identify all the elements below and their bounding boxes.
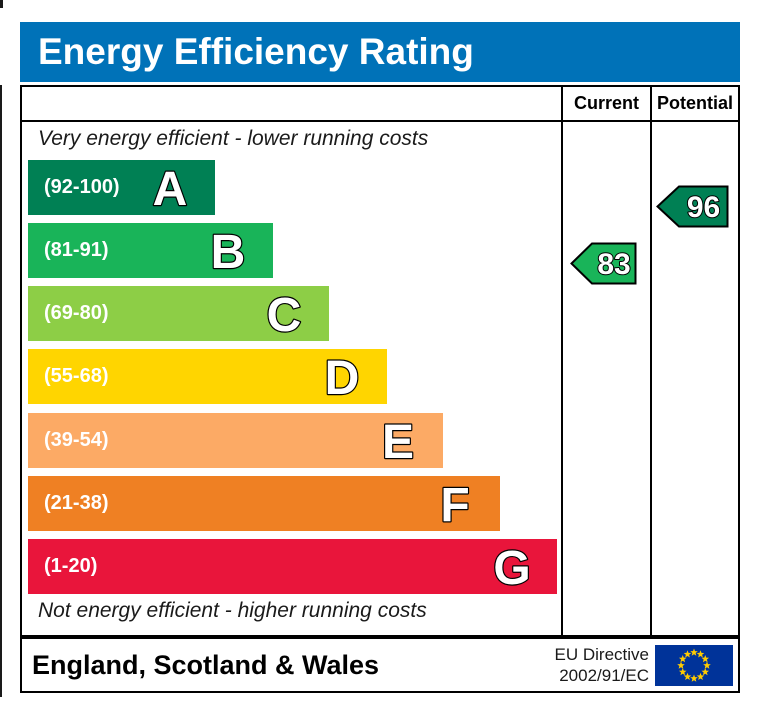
band-range-label: (69-80): [44, 302, 109, 324]
svg-text:D: D: [325, 352, 360, 404]
band-range-label: (55-68): [44, 365, 109, 387]
band-letter-d: D: [323, 351, 360, 404]
band-range-label: (81-91): [44, 239, 109, 261]
bottom-note: Not energy efficient - higher running co…: [38, 599, 427, 622]
svg-text:A: A: [153, 163, 188, 215]
title-bar: Energy Efficiency Rating: [20, 22, 740, 82]
band-row-g: (1-20) G: [28, 539, 557, 594]
rating-table: Current Potential Very energy efficient …: [20, 85, 740, 637]
band-row-a: (92-100) A: [28, 160, 215, 215]
band-letter-g: G: [492, 541, 532, 594]
svg-text:E: E: [382, 416, 414, 468]
band-letter-a: A: [151, 162, 188, 215]
potential-rating-arrow: 96: [656, 185, 729, 228]
column-divider-current: [561, 87, 563, 635]
band-row-f: (21-38) F: [28, 476, 500, 531]
page-edge-mark: [0, 0, 3, 8]
band-row-d: (55-68) D: [28, 349, 387, 404]
band-range-label: (39-54): [44, 429, 109, 451]
band-letter-e: E: [381, 415, 415, 468]
region-label: England, Scotland & Wales: [32, 650, 380, 680]
footer: England, Scotland & Wales EU Directive 2…: [20, 637, 740, 693]
column-divider-potential: [650, 87, 652, 635]
header-divider: [22, 120, 738, 122]
svg-text:F: F: [440, 479, 469, 531]
current-rating-arrow: 83: [570, 242, 637, 285]
band-row-b: (81-91) B: [28, 223, 273, 278]
svg-text:G: G: [493, 542, 530, 594]
column-header-current: Current: [573, 93, 639, 113]
eu-flag-icon: [655, 645, 733, 686]
band-range-label: (1-20): [44, 555, 98, 577]
svg-text:B: B: [211, 226, 246, 278]
band-letter-b: B: [209, 225, 246, 278]
band-range-label: (21-38): [44, 492, 109, 514]
band-range-label: (92-100): [44, 176, 120, 198]
band-row-e: (39-54) E: [28, 413, 443, 468]
potential-rating-value: 96: [687, 191, 720, 224]
svg-text:C: C: [267, 289, 302, 341]
page-edge-line: [0, 85, 2, 697]
column-header-potential: Potential: [656, 93, 733, 113]
eu-directive-label: EU Directive 2002/91/EC: [554, 645, 649, 685]
page-title: Energy Efficiency Rating: [38, 31, 474, 72]
band-letter-f: F: [439, 478, 471, 531]
current-rating-value: 83: [597, 248, 630, 281]
band-row-c: (69-80) C: [28, 286, 329, 341]
band-letter-c: C: [265, 288, 302, 341]
top-note: Very energy efficient - lower running co…: [38, 127, 429, 150]
